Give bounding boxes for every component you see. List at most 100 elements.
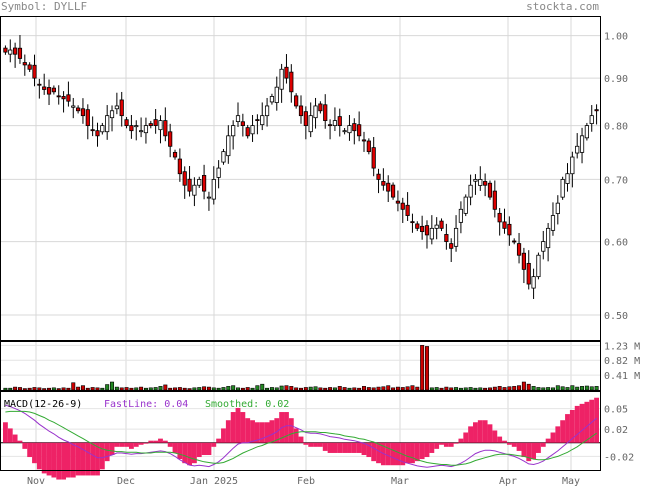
macd-histogram-bar <box>419 442 425 460</box>
price-tick-label: 0.60 <box>604 238 628 249</box>
candle-body <box>458 208 463 223</box>
volume-bar <box>463 387 468 391</box>
candle-body <box>201 175 207 192</box>
candle-body <box>294 95 299 107</box>
macd-histogram-bar <box>579 403 585 443</box>
candle-body <box>66 94 71 102</box>
candle-body <box>211 179 216 200</box>
site-label[interactable]: stockta.com <box>526 0 599 13</box>
candle-body <box>327 124 333 127</box>
volume-bar <box>143 387 148 391</box>
volume-bar <box>158 386 163 391</box>
candle-body <box>206 196 212 199</box>
volume-bar <box>323 387 328 391</box>
volume-bar <box>512 386 517 391</box>
macd-histogram-bar <box>555 426 561 443</box>
price-tick-label: 0.90 <box>604 74 628 85</box>
volume-bar <box>216 387 221 391</box>
candle-body <box>172 151 178 158</box>
macd-histogram-bar <box>56 442 62 480</box>
candle-body <box>473 179 478 182</box>
candle-body <box>134 125 139 128</box>
macd-histogram-bar <box>216 438 222 443</box>
volume-bar <box>580 386 585 391</box>
candle-body <box>56 95 61 98</box>
candle-body <box>163 120 168 137</box>
candle-body <box>507 223 512 236</box>
volume-bar <box>492 386 497 391</box>
volume-bar <box>415 386 420 391</box>
macd-histogram-bar <box>502 440 507 443</box>
volume-bar <box>221 387 226 391</box>
candle-body <box>76 107 81 112</box>
macd-histogram-bar <box>133 442 139 447</box>
candle-body <box>90 129 95 132</box>
macd-histogram-bar <box>259 422 265 443</box>
macd-histogram-bar <box>187 442 192 466</box>
macd-histogram-bar <box>225 420 231 443</box>
volume-bar <box>148 387 153 391</box>
volume-bar <box>487 387 492 391</box>
candle-body <box>27 64 32 70</box>
volume-bar <box>429 387 434 391</box>
candle-body <box>487 182 493 198</box>
macd-histogram-bar <box>540 442 546 447</box>
macd-histogram-bar <box>473 422 478 443</box>
macd-smoothed-line <box>5 410 597 466</box>
macd-histogram-bar <box>521 442 527 458</box>
candle-body <box>429 227 434 240</box>
volume-bar <box>594 386 599 391</box>
volume-bar <box>105 384 110 391</box>
macd-histogram-bar <box>167 442 173 447</box>
candle-body <box>521 252 526 270</box>
macd-histogram-bar <box>109 442 115 455</box>
volume-bar <box>269 387 274 391</box>
macd-histogram-bar <box>250 420 255 443</box>
macd-histogram-bar <box>41 442 47 474</box>
symbol-label: Symbol: DYLLF <box>1 0 88 13</box>
candle-body <box>139 130 144 133</box>
volume-bar <box>100 387 105 391</box>
volume-bar <box>197 387 202 391</box>
macd-histogram-bar <box>405 442 411 464</box>
volume-bars <box>3 345 599 391</box>
candle-body <box>255 119 260 122</box>
volume-bar <box>517 385 522 391</box>
candle-body <box>570 156 575 175</box>
volume-bar <box>110 381 115 391</box>
candle-body <box>8 49 13 55</box>
volume-bar <box>424 346 429 391</box>
x-axis-ticks: Nov Dec Jan 2025 Feb Mar Apr May <box>27 476 580 486</box>
candle-body <box>109 110 115 119</box>
macd-histogram-bar <box>119 442 125 447</box>
macd-histogram-bar <box>550 432 556 443</box>
candle-body <box>51 87 56 93</box>
volume-bar <box>13 386 18 391</box>
volume-bar <box>17 387 22 391</box>
x-tick-label: May <box>562 476 580 486</box>
candle-body <box>226 135 231 157</box>
macd-histogram-bar <box>492 430 498 443</box>
macd-histogram-bar <box>511 442 517 447</box>
volume-bar <box>565 387 570 391</box>
macd-fast-label: FastLine: 0.04 <box>104 399 188 410</box>
x-tick-label: Apr <box>499 476 517 486</box>
macd-histogram-bar <box>414 442 420 462</box>
candle-body <box>3 47 8 53</box>
volume-bar <box>124 387 129 391</box>
volume-bar <box>289 386 294 391</box>
candle-body <box>100 125 105 133</box>
macd-smoothed-label: Smoothed: 0.02 <box>205 399 289 410</box>
macd-histogram-bar <box>332 442 338 453</box>
volume-bar <box>260 383 265 391</box>
volume-bar <box>473 387 478 391</box>
volume-bar <box>444 386 449 391</box>
volume-bar <box>173 387 178 391</box>
macd-histogram-bar <box>148 440 154 443</box>
macd-histogram-bar <box>230 412 236 443</box>
panel-frame <box>0 16 601 341</box>
candle-body <box>463 196 468 214</box>
macd-histogram-bar <box>162 440 168 443</box>
volume-bar <box>560 386 565 391</box>
macd-histogram-bar <box>560 420 566 443</box>
